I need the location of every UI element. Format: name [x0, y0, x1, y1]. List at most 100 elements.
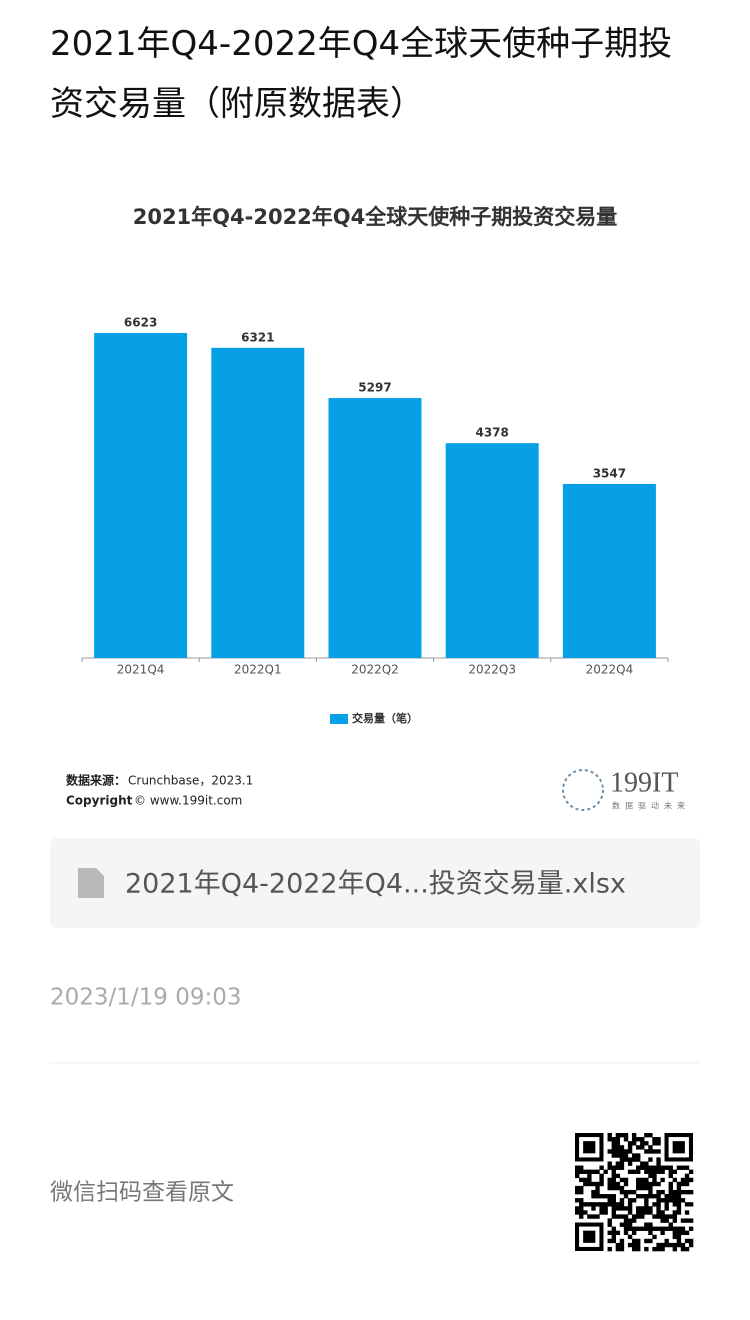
qr-module	[636, 1194, 641, 1199]
qr-module	[688, 1177, 694, 1183]
qr-module	[595, 1169, 600, 1174]
qr-module	[603, 1169, 608, 1174]
qr-module	[623, 1206, 629, 1211]
qr-finder	[672, 1141, 685, 1154]
x-tick-label: 2022Q2	[351, 663, 399, 677]
qr-module	[611, 1202, 616, 1207]
qr-module	[619, 1189, 625, 1195]
qr-module	[672, 1218, 678, 1223]
qr-module	[591, 1169, 596, 1174]
qr-finder	[583, 1141, 596, 1154]
qr-module	[636, 1137, 641, 1142]
qr-module	[652, 1149, 657, 1154]
qr-module	[631, 1189, 637, 1195]
qr-module	[575, 1206, 580, 1211]
qr-module	[644, 1141, 649, 1146]
legend-swatch	[330, 714, 348, 724]
qr-module	[640, 1210, 645, 1215]
qr-module	[680, 1246, 686, 1252]
qr-module	[587, 1169, 592, 1174]
attachment-name[interactable]: 2021年Q4-2022年Q4...投资交易量.xlsx	[125, 869, 626, 900]
qr-module	[652, 1169, 657, 1174]
qr-module	[676, 1165, 682, 1170]
qr-module	[648, 1226, 653, 1231]
qr-module	[623, 1189, 629, 1195]
qr-module	[623, 1222, 629, 1227]
qr-module	[579, 1185, 584, 1191]
qr-module	[599, 1194, 604, 1199]
qr-module	[627, 1145, 633, 1150]
qr-module	[676, 1194, 682, 1199]
qr-module	[615, 1202, 621, 1207]
qr-module	[599, 1177, 604, 1183]
qr-module	[648, 1206, 653, 1211]
qr-module	[672, 1177, 678, 1183]
bar	[94, 333, 188, 658]
qr-module	[627, 1234, 633, 1240]
qr-module	[640, 1141, 645, 1146]
qr-module	[644, 1206, 649, 1211]
qr-module	[615, 1242, 621, 1248]
qr-module	[688, 1189, 694, 1195]
qr-module	[648, 1222, 653, 1227]
qr-module	[668, 1185, 673, 1191]
qr-module	[652, 1234, 657, 1240]
qr-module	[579, 1206, 584, 1211]
copyright-text: © www.199it.com	[134, 794, 242, 808]
qr-module	[591, 1214, 596, 1219]
qr-module	[623, 1177, 629, 1183]
qr-module	[631, 1141, 637, 1146]
qr-module	[664, 1242, 669, 1248]
bar	[445, 443, 539, 658]
qr-module	[648, 1169, 653, 1174]
qr-module	[668, 1173, 673, 1179]
qr-module	[668, 1198, 673, 1203]
qr-module	[640, 1226, 645, 1231]
qr-module	[668, 1242, 673, 1248]
qr-module	[631, 1218, 637, 1223]
qr-module	[619, 1165, 625, 1170]
qr-module	[672, 1198, 678, 1203]
data-label: 6623	[124, 316, 157, 330]
qr-module	[656, 1214, 661, 1219]
qr-module	[599, 1206, 604, 1211]
qr-module	[636, 1242, 641, 1248]
qr-module	[579, 1202, 584, 1207]
qr-module	[631, 1242, 637, 1248]
qr-module	[680, 1189, 686, 1195]
qr-module	[660, 1210, 665, 1215]
qr-module	[668, 1194, 673, 1199]
qr-module	[656, 1226, 661, 1231]
attachment-card[interactable]	[50, 838, 700, 928]
copyright-label: Copyright	[66, 794, 133, 808]
qr-module	[684, 1210, 690, 1215]
qr-module	[619, 1214, 625, 1219]
qr-module	[595, 1214, 600, 1219]
qr-module	[583, 1202, 588, 1207]
qr-module	[656, 1242, 661, 1248]
qr-module	[575, 1189, 580, 1195]
qr-module	[623, 1157, 629, 1162]
qr-module	[631, 1157, 637, 1162]
logo-icon	[562, 769, 604, 811]
data-label: 5297	[358, 381, 391, 395]
qr-module	[627, 1222, 633, 1227]
qr-module	[607, 1185, 612, 1191]
qr-module	[676, 1234, 682, 1240]
qr-module	[656, 1181, 661, 1187]
qr-module	[595, 1189, 600, 1195]
qr-module	[591, 1181, 596, 1187]
qr-module	[619, 1149, 625, 1154]
qr-module	[587, 1214, 592, 1219]
qr-module	[672, 1230, 678, 1236]
qr-module	[615, 1214, 621, 1219]
qr-module	[688, 1242, 694, 1248]
qr-module	[656, 1189, 661, 1195]
qr-module	[656, 1137, 661, 1142]
qr-module	[615, 1145, 621, 1150]
qr-module	[627, 1169, 633, 1174]
qr-module	[648, 1230, 653, 1236]
qr-module	[579, 1177, 584, 1183]
qr-module	[672, 1194, 678, 1199]
